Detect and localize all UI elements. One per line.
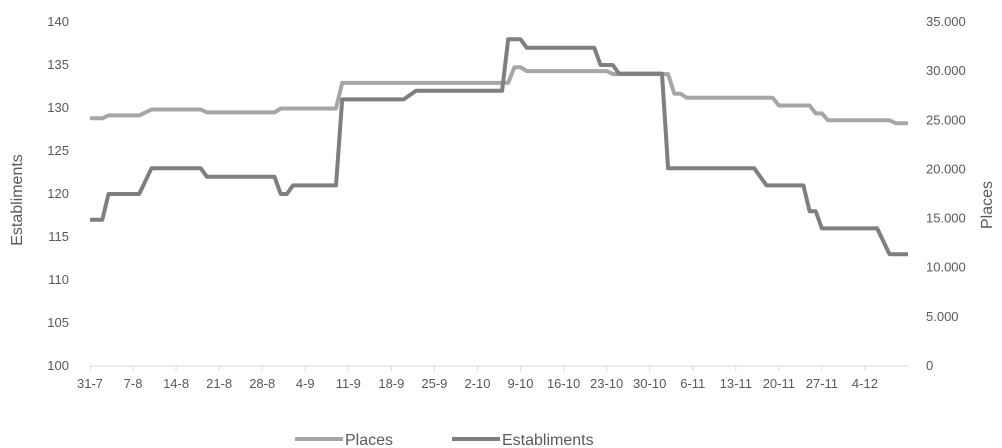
- left-tick-label: 120: [47, 186, 69, 201]
- x-tick-label: 9-10: [508, 376, 534, 391]
- legend: Places Establiments: [295, 432, 594, 448]
- legend-label-places: Places: [345, 432, 393, 448]
- right-tick-label: 25.000: [926, 112, 966, 127]
- x-tick-label: 28-8: [249, 376, 275, 391]
- x-tick-label: 25-9: [421, 376, 447, 391]
- x-tick-label: 27-11: [806, 376, 838, 391]
- x-tick-label: 20-11: [763, 376, 795, 391]
- right-tick-label: 10.000: [926, 260, 966, 275]
- right-tick-label: 30.000: [926, 63, 966, 78]
- left-axis-ticks: 100 105 110 115 120 125 130 135 140: [47, 14, 69, 373]
- x-tick-label: 31-7: [77, 376, 103, 391]
- x-tick-label: 4-12: [852, 376, 878, 391]
- series-line-places: [90, 65, 908, 126]
- series-layer: [90, 37, 908, 257]
- left-tick-label: 100: [47, 358, 69, 373]
- right-tick-label: 35.000: [926, 14, 966, 29]
- x-tick-label: 21-8: [206, 376, 232, 391]
- legend-label-establiments: Establiments: [502, 432, 594, 448]
- x-tick-label: 14-8: [163, 376, 189, 391]
- left-tick-label: 130: [47, 100, 69, 115]
- right-tick-label: 20.000: [926, 161, 966, 176]
- x-tick-label: 11-9: [336, 376, 361, 391]
- x-tick-label: 23-10: [590, 376, 623, 391]
- right-axis-title: Places: [979, 181, 996, 229]
- left-tick-label: 110: [48, 272, 69, 287]
- x-tick-label: 13-11: [720, 376, 752, 391]
- x-tick-label: 7-8: [124, 376, 143, 391]
- series-line-establiments: [90, 37, 908, 257]
- left-tick-label: 115: [48, 229, 69, 244]
- x-tick-label: 6-11: [680, 376, 705, 391]
- left-tick-label: 105: [47, 315, 69, 330]
- right-tick-label: 5.000: [926, 309, 959, 324]
- left-axis-title: Establiments: [9, 154, 26, 246]
- x-tick-label: 30-10: [633, 376, 666, 391]
- x-tick-label: 18-9: [378, 376, 404, 391]
- x-tick-label: 16-10: [547, 376, 580, 391]
- left-tick-label: 135: [47, 57, 69, 72]
- x-axis-ticks: 31-7 7-8 14-8 21-8 28-8 4-9 11-9 18-9 25-9 2-10 9-…: [77, 366, 878, 391]
- left-tick-label: 125: [47, 143, 69, 158]
- x-tick-label: 4-9: [296, 376, 315, 391]
- left-tick-label: 140: [47, 14, 69, 29]
- right-tick-label: 15.000: [926, 211, 966, 226]
- x-tick-label: 2-10: [464, 376, 490, 391]
- right-axis-ticks: 0 5.000 10.000 15.000 20.000 25.000 30.000 35.0…: [926, 14, 966, 373]
- right-tick-label: 0: [926, 358, 933, 373]
